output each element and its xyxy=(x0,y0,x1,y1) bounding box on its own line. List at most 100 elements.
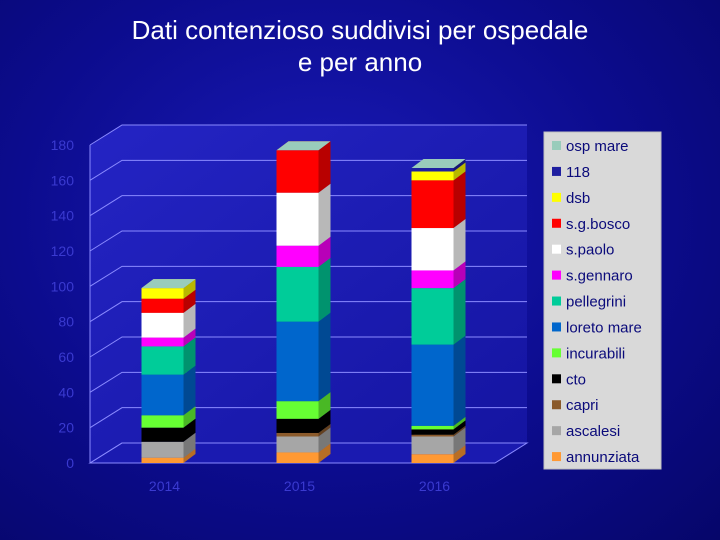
legend-item: s.paolo xyxy=(552,242,614,259)
bar-front xyxy=(141,312,184,338)
y-tick-label: 0 xyxy=(66,455,74,471)
bar-side xyxy=(453,416,466,430)
bar-side xyxy=(453,335,466,426)
bar-stacks xyxy=(141,141,466,463)
bar-side xyxy=(318,141,331,193)
bar-front xyxy=(276,192,319,246)
bar-front xyxy=(141,346,184,375)
gridline xyxy=(89,265,527,287)
bar-stack-2014 xyxy=(141,279,196,463)
gridline xyxy=(89,230,527,252)
bar-side xyxy=(318,236,331,267)
bar-front xyxy=(276,321,319,402)
bar-side xyxy=(318,183,331,246)
y-tick-label: 120 xyxy=(51,243,75,259)
bar-front xyxy=(141,457,184,463)
x-tick-label: 2015 xyxy=(284,478,315,494)
bar-front xyxy=(141,298,184,313)
bar-side xyxy=(183,337,196,375)
legend-label: 118 xyxy=(566,164,590,181)
bar-front xyxy=(411,434,454,437)
gridline xyxy=(89,301,527,323)
bar-front xyxy=(411,167,454,172)
bar-side xyxy=(318,312,331,402)
bar-front xyxy=(276,266,319,322)
legend-label: pellegrini xyxy=(566,294,626,311)
legend-label: ascalesi xyxy=(566,423,620,440)
legend-item: capri xyxy=(552,397,599,414)
bar-front xyxy=(141,427,184,442)
legend-item: incurabili xyxy=(552,345,625,362)
bar-front xyxy=(411,180,454,229)
legend-item: dsb xyxy=(552,190,590,207)
bar-side xyxy=(183,418,196,442)
bar-front xyxy=(411,228,454,271)
legend-swatch xyxy=(552,348,561,358)
bar-side xyxy=(183,432,196,458)
bar-side xyxy=(318,423,331,437)
legend-label: dsb xyxy=(566,190,590,207)
bar-side xyxy=(318,257,331,322)
bar-front xyxy=(276,418,319,433)
bar-front xyxy=(276,432,319,437)
bar-front xyxy=(411,171,454,181)
gridline xyxy=(89,124,527,146)
legend-box xyxy=(543,131,662,470)
bar-side xyxy=(453,279,466,345)
legend-item: osp mare xyxy=(552,138,629,155)
bar-stack-2015 xyxy=(276,141,331,463)
bar-side xyxy=(453,420,466,435)
legend-swatch xyxy=(552,166,561,176)
bar-side xyxy=(453,445,466,463)
legend-swatch xyxy=(552,141,561,150)
x-tick-label: 2014 xyxy=(149,478,180,494)
bar-stack-2016 xyxy=(411,158,466,463)
bar-side xyxy=(183,303,196,338)
y-axis-ticks: 0 20 40 60 80 100 120 140 160 180 xyxy=(51,137,75,471)
bar-side xyxy=(453,427,466,455)
legend: osp mare 118 dsb s.g.bosco s.paolo s.gennaro p… xyxy=(543,131,662,470)
y-tick-label: 160 xyxy=(51,172,75,188)
y-tick-label: 20 xyxy=(58,420,74,436)
bar-side xyxy=(318,409,331,433)
legend-label: osp mare xyxy=(566,138,629,155)
bar-front xyxy=(411,288,454,345)
bar-front xyxy=(141,441,184,458)
legend-item: ascalesi xyxy=(552,423,620,440)
bar-front xyxy=(411,454,454,463)
bar-side xyxy=(318,427,331,453)
legend-swatch xyxy=(552,322,561,332)
bar-front xyxy=(411,270,454,289)
bar-side xyxy=(453,162,466,181)
bar-front xyxy=(276,401,319,419)
y-tick-label: 80 xyxy=(58,314,74,330)
x-tick-label: 2016 xyxy=(419,478,450,494)
bar-front xyxy=(411,425,454,430)
bar-side xyxy=(183,289,196,313)
bar-front xyxy=(276,245,319,267)
gridline xyxy=(89,442,527,464)
legend-label: capri xyxy=(566,397,599,414)
y-tick-label: 100 xyxy=(51,278,75,294)
bar-side xyxy=(318,392,331,419)
bar-front xyxy=(411,344,454,426)
bar-front xyxy=(276,436,319,453)
legend-label: annunziata xyxy=(566,449,640,466)
legend-label: s.g.bosco xyxy=(566,216,630,233)
legend-swatch xyxy=(552,374,561,384)
bar-segment xyxy=(276,312,331,402)
bar-side xyxy=(318,443,331,463)
bar-side xyxy=(183,279,196,299)
legend-item: cto xyxy=(552,371,586,388)
y-tick-label: 140 xyxy=(51,208,75,224)
gridline xyxy=(89,195,527,217)
legend-swatch xyxy=(552,296,561,306)
legend-swatch xyxy=(552,244,561,254)
bar-front xyxy=(141,337,184,347)
legend-label: incurabili xyxy=(566,345,625,362)
bar-front xyxy=(141,374,184,416)
legend-item: 118 xyxy=(552,164,590,181)
bar-segment xyxy=(276,257,331,322)
bar-segment xyxy=(411,335,466,426)
legend-item: pellegrini xyxy=(552,294,626,311)
